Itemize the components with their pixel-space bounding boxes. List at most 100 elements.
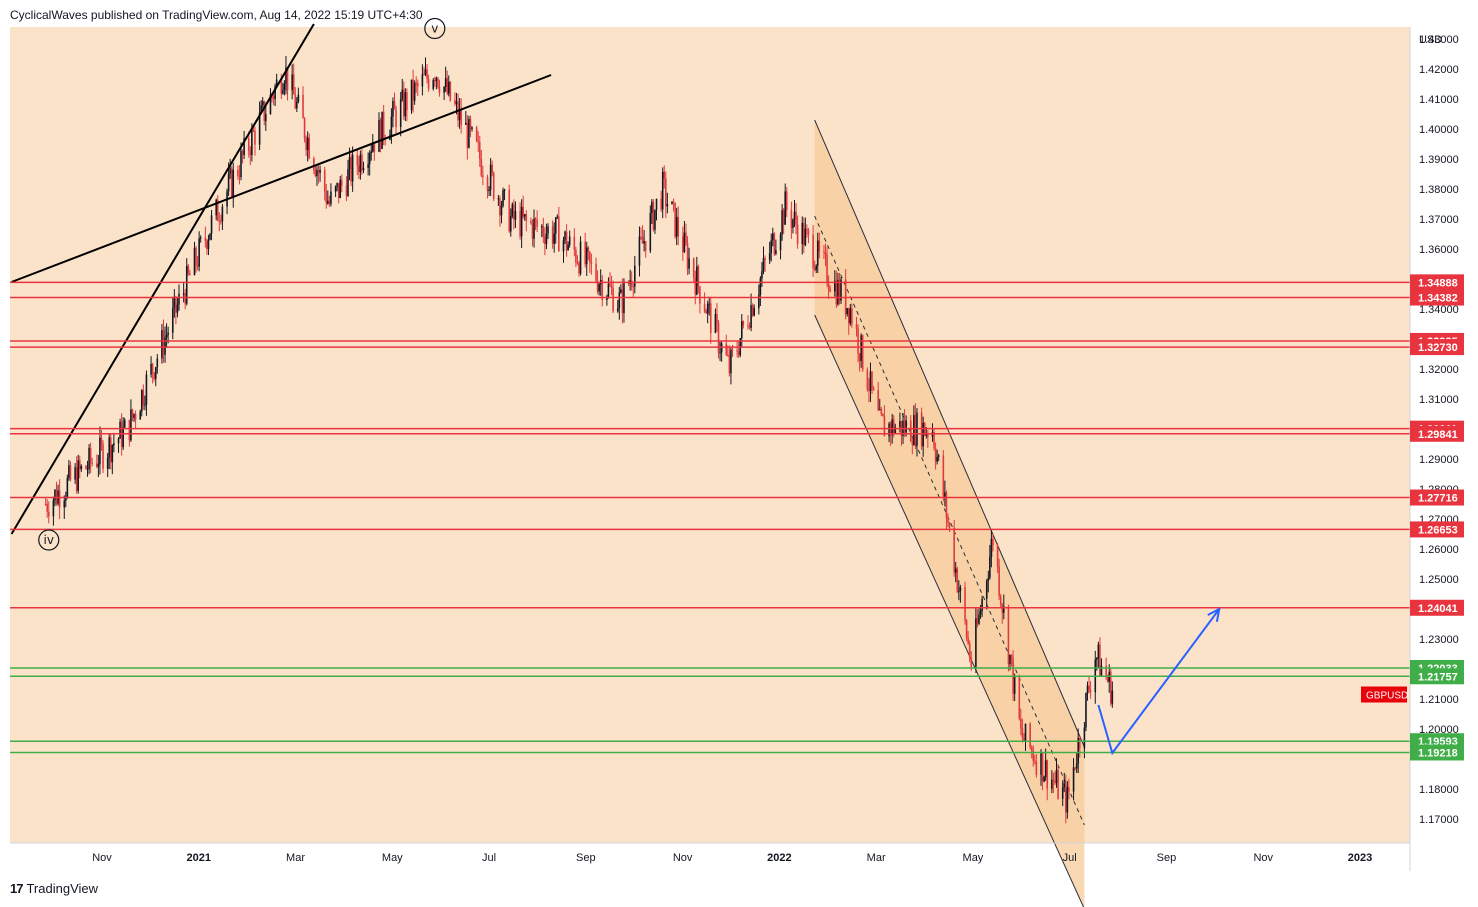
candle-body [725, 343, 728, 355]
candle-body [764, 258, 766, 261]
candle-body [612, 288, 614, 312]
candle-body [286, 67, 289, 91]
wave-label-v: v [431, 22, 438, 36]
candle-body [204, 237, 207, 241]
y-tick-label: 1.25000 [1419, 574, 1459, 586]
candle-body [998, 566, 1000, 596]
candle-body [627, 282, 630, 284]
level-label-1.19218: 1.19218 [1418, 747, 1458, 759]
candle-body [499, 198, 501, 216]
level-badge-1.19218 [1410, 744, 1464, 761]
symbol-tag: GBPUSD [1366, 691, 1408, 702]
candle-body [303, 118, 306, 139]
chart-background [10, 27, 1410, 843]
regression-lower-line [814, 314, 1085, 907]
candle-body [1018, 675, 1021, 719]
candle-body [575, 249, 577, 263]
candle-body [508, 189, 511, 232]
candle-body [768, 253, 771, 261]
candle-body [282, 90, 284, 94]
candle-body [685, 232, 687, 244]
candle-body [150, 363, 152, 375]
candle-body [686, 243, 689, 269]
candle-body [100, 437, 103, 445]
candle-body [337, 183, 340, 198]
candle-body [899, 421, 901, 428]
candle-body [869, 371, 872, 391]
candle-body [804, 228, 807, 246]
candle-body [1075, 763, 1078, 769]
candle-body [176, 304, 179, 313]
candle-body [437, 77, 439, 87]
candle-body [265, 114, 267, 122]
candle-body [589, 251, 591, 263]
y-tick-label: 1.39000 [1419, 154, 1459, 166]
candle-body [944, 492, 946, 497]
candle-body [840, 279, 842, 301]
candle-body [475, 127, 478, 141]
candle-body [860, 335, 862, 361]
candle-body [587, 247, 590, 252]
candle-body [905, 420, 907, 433]
candle-body [699, 286, 701, 304]
candle-body [968, 643, 971, 659]
x-tick-label: 2021 [187, 852, 211, 864]
candle-body [189, 273, 191, 276]
candle-body [399, 98, 402, 127]
candle-body [1063, 783, 1066, 788]
candle-body [416, 83, 419, 87]
candle-body [866, 369, 869, 390]
candle-body [426, 69, 428, 80]
level-label-1.32730: 1.32730 [1418, 342, 1458, 354]
candle-body [708, 303, 711, 305]
candle-body [1029, 723, 1031, 747]
candle-body [616, 308, 619, 312]
candle-body [694, 277, 697, 295]
candle-body [291, 74, 293, 91]
drawings: iv v [10, 17, 1410, 756]
candle-body [351, 154, 354, 182]
candle-body [154, 367, 157, 380]
tradingview-watermark[interactable]: 17 TradingView [10, 881, 98, 896]
candle-body [123, 419, 126, 428]
time-axis[interactable]: Nov 2021 Mar May Jul Sep Nov 2022 Mar May Jul Sep No… [10, 842, 1410, 864]
candle-body [801, 222, 804, 244]
candle-body [314, 170, 317, 177]
candle-body [91, 463, 93, 465]
candle-body [903, 420, 906, 433]
candle-body [296, 101, 298, 109]
candle-body [113, 443, 115, 446]
candle-body [784, 191, 786, 225]
candle-body [855, 324, 858, 329]
candle-body [395, 109, 397, 127]
x-tick-label: Nov [1253, 852, 1273, 864]
candle-body [243, 138, 245, 156]
candle-body [1111, 690, 1114, 704]
candle-body [66, 478, 69, 497]
candle-body [325, 191, 328, 204]
candle-body [486, 177, 489, 191]
candle-body [536, 219, 538, 228]
candle-body [1074, 767, 1076, 769]
candle-body [247, 138, 250, 151]
trend-channel-line-1 [10, 23, 315, 535]
candle-body [402, 89, 405, 117]
candle-body [655, 198, 658, 210]
regression-channel-fill [814, 120, 1085, 907]
candle-body [1068, 787, 1070, 792]
candle-body [640, 236, 642, 238]
candle-body [47, 511, 50, 517]
candle-body [413, 82, 416, 101]
candle-body [381, 111, 383, 149]
candle-body [330, 191, 332, 205]
candle-body [373, 144, 376, 152]
candle-body [792, 219, 794, 228]
candle-body [144, 404, 146, 406]
candle-body [77, 460, 80, 491]
y-tick-label: 1.37000 [1419, 214, 1459, 226]
candle-body [313, 158, 315, 171]
x-tick-label: 2022 [767, 852, 791, 864]
candle-body [435, 77, 438, 81]
candle-body [933, 432, 935, 449]
